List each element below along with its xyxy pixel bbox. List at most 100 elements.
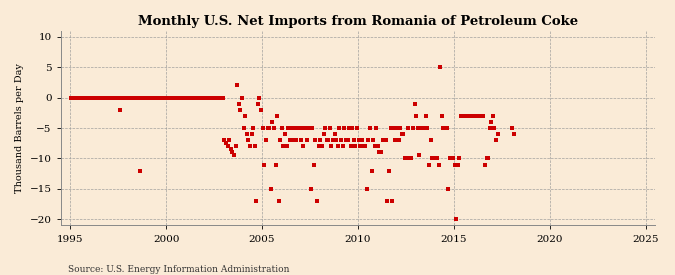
Point (411, 114, 422, 118)
Point (243, 138, 254, 142)
Point (328, 138, 339, 142)
Point (348, 138, 359, 142)
Point (67, 95, 78, 100)
Point (269, 126, 279, 130)
Point (249, 144, 260, 148)
Point (334, 126, 345, 130)
Point (304, 126, 315, 130)
Y-axis label: Thousand Barrels per Day: Thousand Barrels per Day (15, 63, 24, 193)
Point (479, 162, 490, 167)
Point (339, 126, 350, 130)
Point (184, 95, 194, 100)
Point (392, 126, 402, 130)
Point (323, 138, 333, 142)
Point (475, 114, 485, 118)
Point (441, 126, 452, 130)
Point (278, 144, 289, 148)
Point (313, 144, 324, 148)
Point (443, 187, 454, 191)
Point (338, 144, 348, 148)
Point (464, 114, 475, 118)
Point (262, 126, 273, 130)
Point (225, 147, 236, 152)
Point (283, 126, 294, 130)
Point (91, 95, 102, 100)
Point (181, 95, 192, 100)
Point (155, 95, 166, 100)
Point (205, 95, 215, 100)
Point (436, 114, 447, 118)
Point (246, 132, 257, 136)
Point (449, 162, 460, 167)
Point (299, 126, 310, 130)
Point (286, 126, 297, 130)
Point (477, 114, 487, 118)
Point (201, 95, 212, 100)
Point (158, 95, 169, 100)
Point (345, 144, 356, 148)
Point (221, 141, 232, 145)
Point (435, 65, 446, 69)
Point (456, 114, 466, 118)
Point (487, 114, 498, 118)
Point (364, 126, 375, 130)
Point (105, 95, 116, 100)
Point (448, 156, 458, 161)
Point (472, 114, 483, 118)
Point (416, 126, 427, 130)
Point (421, 114, 431, 118)
Point (294, 126, 305, 130)
Point (382, 199, 393, 203)
Point (86, 95, 97, 100)
Point (350, 144, 361, 148)
Point (110, 95, 121, 100)
Point (433, 162, 444, 167)
Point (146, 95, 157, 100)
Point (174, 95, 185, 100)
Point (404, 156, 415, 161)
Point (222, 144, 233, 148)
Point (361, 187, 372, 191)
Point (305, 187, 316, 191)
Point (347, 126, 358, 130)
Point (232, 83, 242, 87)
Point (484, 126, 495, 130)
Point (126, 95, 137, 100)
Point (363, 138, 374, 142)
Point (430, 156, 441, 161)
Point (195, 95, 206, 100)
Point (230, 144, 241, 148)
Point (368, 138, 379, 142)
Point (229, 153, 240, 158)
Point (178, 95, 188, 100)
Point (74, 95, 84, 100)
Point (291, 138, 302, 142)
Point (318, 132, 329, 136)
Point (325, 126, 335, 130)
Point (187, 95, 198, 100)
Point (379, 138, 389, 142)
Point (235, 108, 246, 112)
Point (340, 138, 351, 142)
Point (147, 95, 158, 100)
Point (251, 199, 262, 203)
Point (321, 138, 332, 142)
Title: Monthly U.S. Net Imports from Romania of Petroleum Coke: Monthly U.S. Net Imports from Romania of… (138, 15, 578, 28)
Point (256, 108, 267, 112)
Point (288, 138, 298, 142)
Point (360, 144, 371, 148)
Point (481, 156, 492, 161)
Point (92, 95, 103, 100)
Point (281, 144, 292, 148)
Point (439, 126, 450, 130)
Point (179, 95, 190, 100)
Point (224, 138, 235, 142)
Point (254, 95, 265, 100)
Point (267, 120, 277, 124)
Point (387, 199, 398, 203)
Point (77, 95, 88, 100)
Point (508, 132, 519, 136)
Point (358, 144, 369, 148)
Point (101, 95, 111, 100)
Point (70, 95, 81, 100)
